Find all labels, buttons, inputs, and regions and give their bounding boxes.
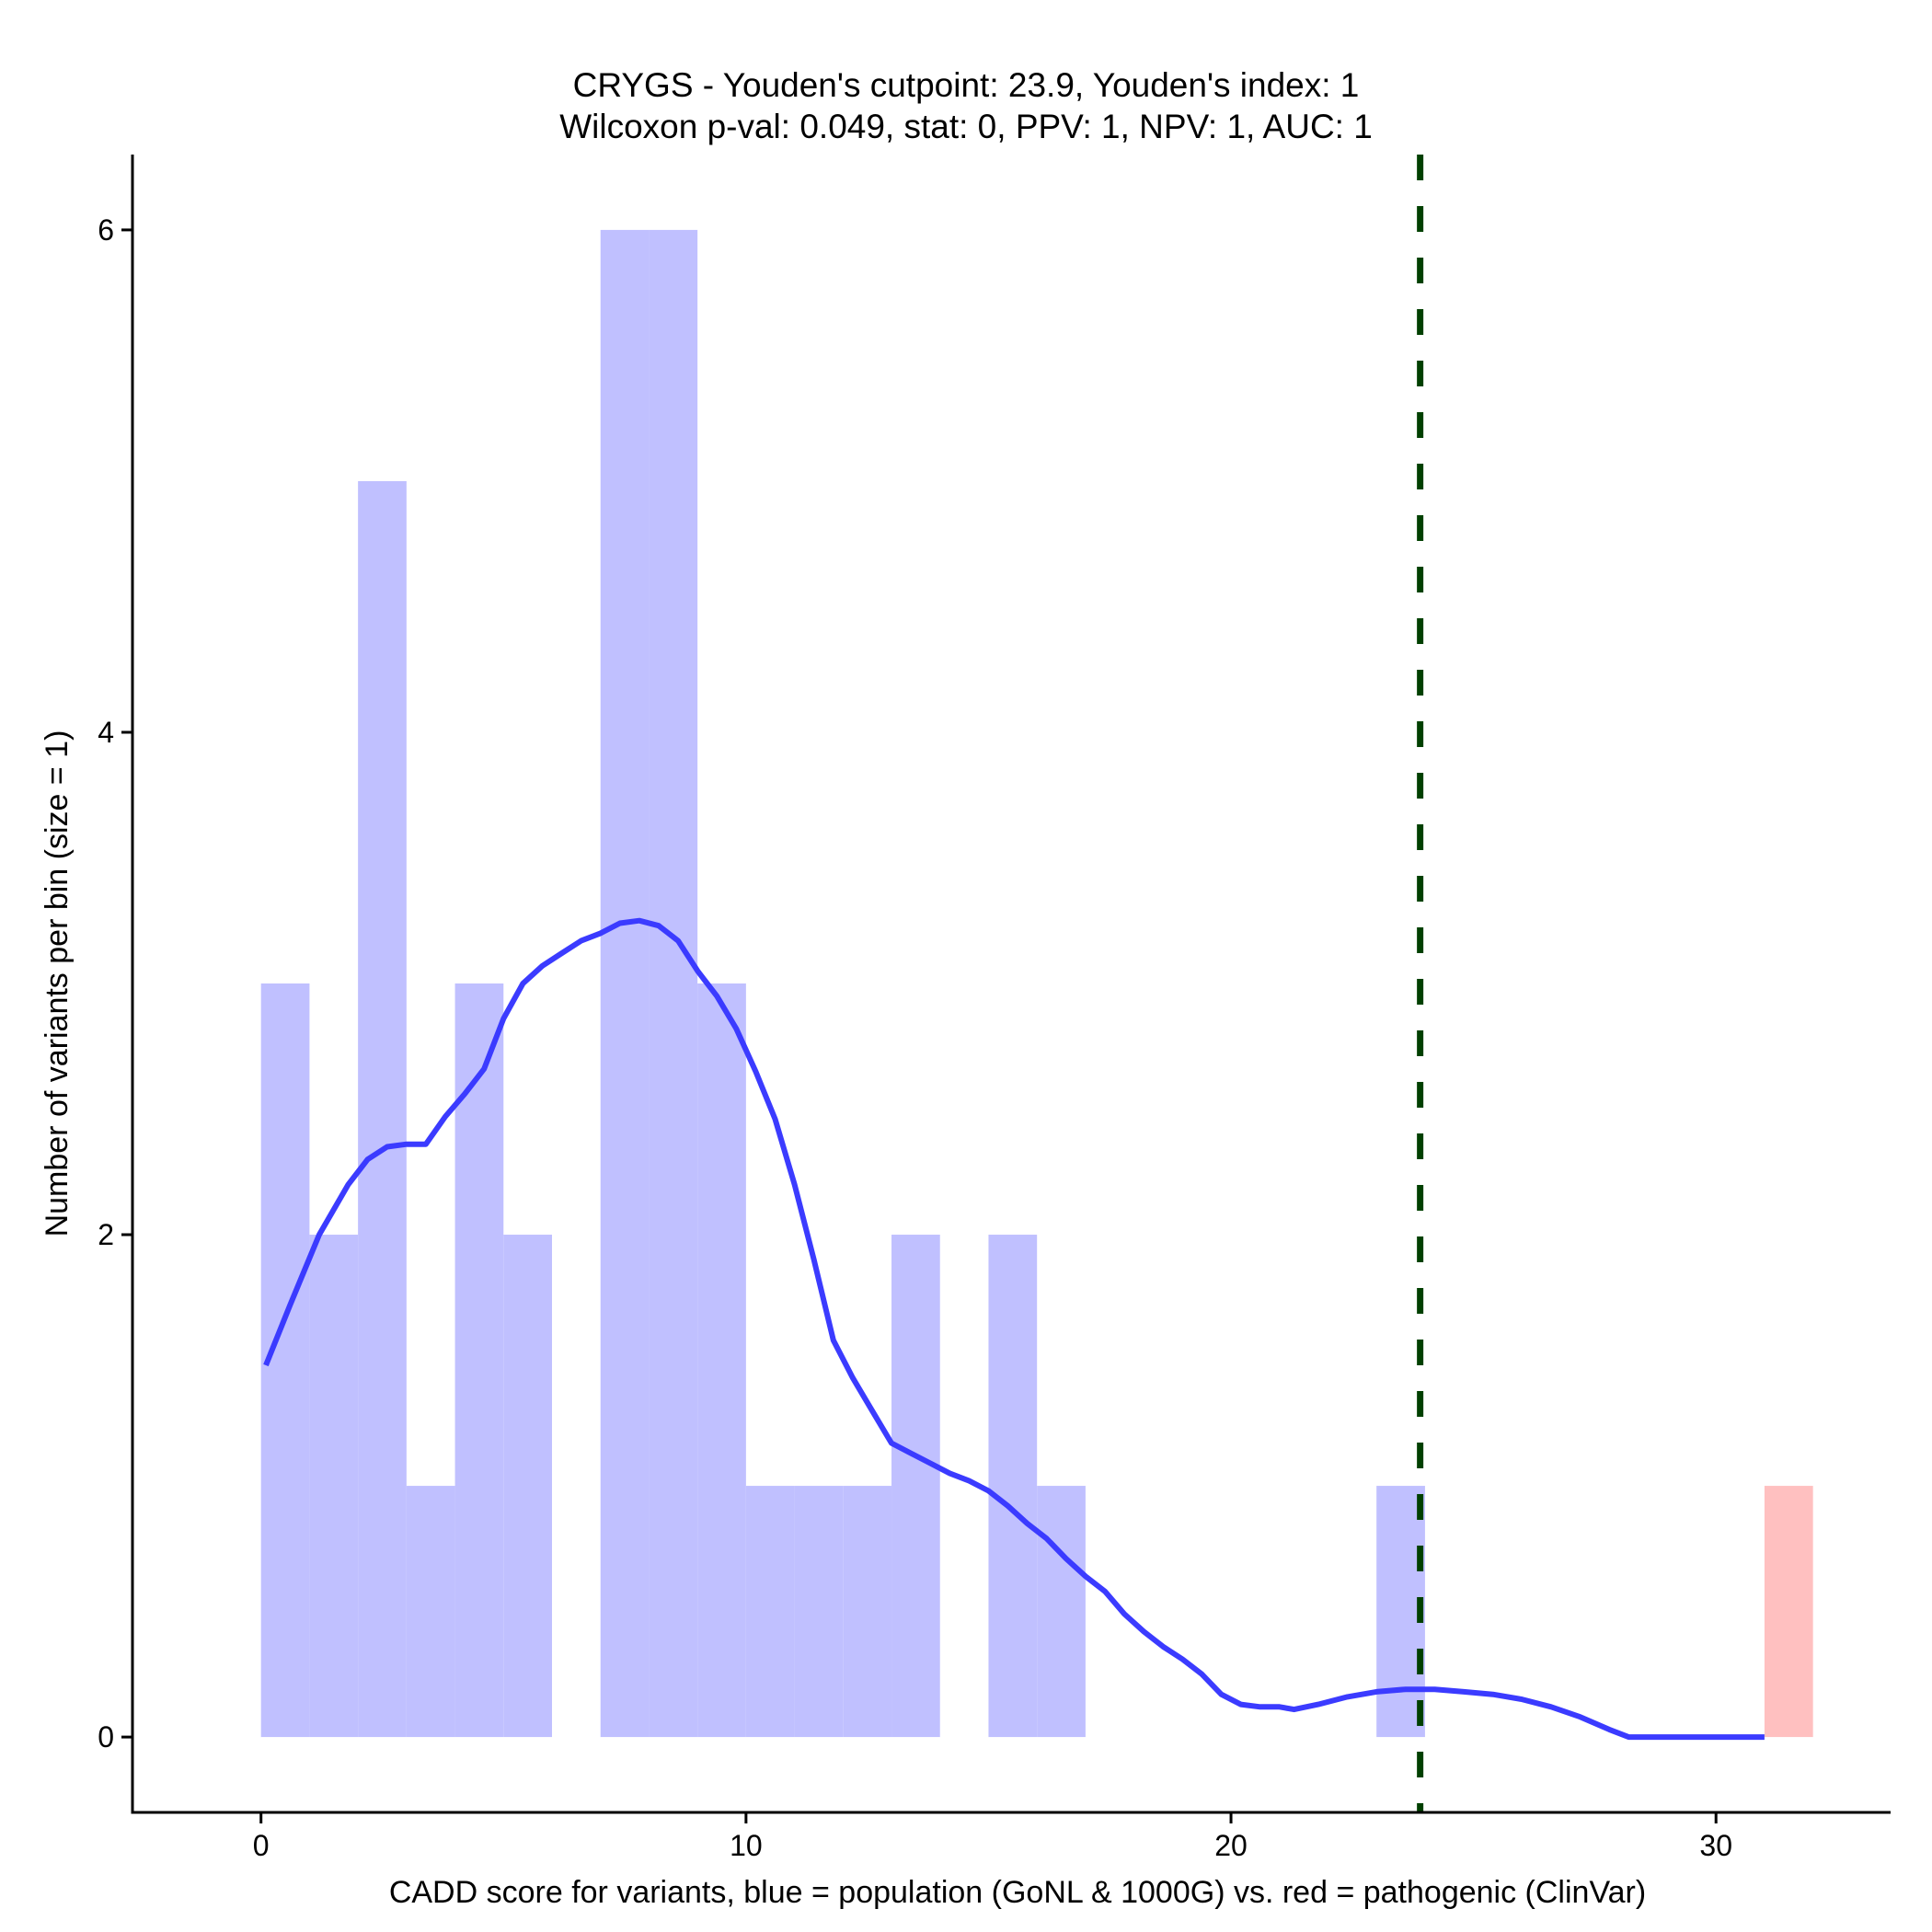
- density-curve-layer: [263, 917, 1765, 1741]
- population-bar: [309, 1235, 359, 1738]
- population-bar: [891, 1235, 940, 1738]
- population-bar: [1376, 1486, 1425, 1738]
- x-tick-label: 30: [1699, 1829, 1732, 1862]
- pathogenic-bar: [1764, 1486, 1813, 1738]
- population-bar: [988, 1235, 1038, 1738]
- population-bar: [843, 1486, 892, 1738]
- population-bar: [697, 983, 746, 1738]
- chart-title-line-2: Wilcoxon p-val: 0.049, stat: 0, PPV: 1, …: [559, 108, 1373, 145]
- y-tick-label: 2: [98, 1218, 114, 1251]
- population-bar: [503, 1235, 553, 1738]
- density-curve: [263, 917, 1765, 1741]
- y-tick-label: 0: [98, 1720, 114, 1754]
- population-bar: [358, 480, 407, 1738]
- x-axis-title: CADD score for variants, blue = populati…: [389, 1875, 1646, 1910]
- x-tick-label: 10: [730, 1829, 763, 1862]
- axes-layer: 0 10 20 30 0 2 4 6: [98, 155, 1891, 1862]
- y-tick-label: 4: [98, 716, 114, 749]
- population-bar: [600, 229, 650, 1738]
- x-tick-label: 20: [1214, 1829, 1248, 1862]
- x-tick-label: 0: [253, 1829, 270, 1862]
- population-bar: [454, 983, 504, 1738]
- chart-title-line-1: CRYGS - Youden's cutpoint: 23.9, Youden'…: [572, 66, 1360, 104]
- y-axis-title: Number of variants per bin (size = 1): [40, 730, 75, 1237]
- population-bar: [406, 1486, 455, 1738]
- population-bar: [794, 1486, 844, 1738]
- bars-layer: [260, 229, 1813, 1738]
- population-bar: [745, 1486, 795, 1738]
- population-bar: [1037, 1486, 1086, 1738]
- y-tick-label: 6: [98, 213, 114, 247]
- population-bar: [649, 229, 698, 1738]
